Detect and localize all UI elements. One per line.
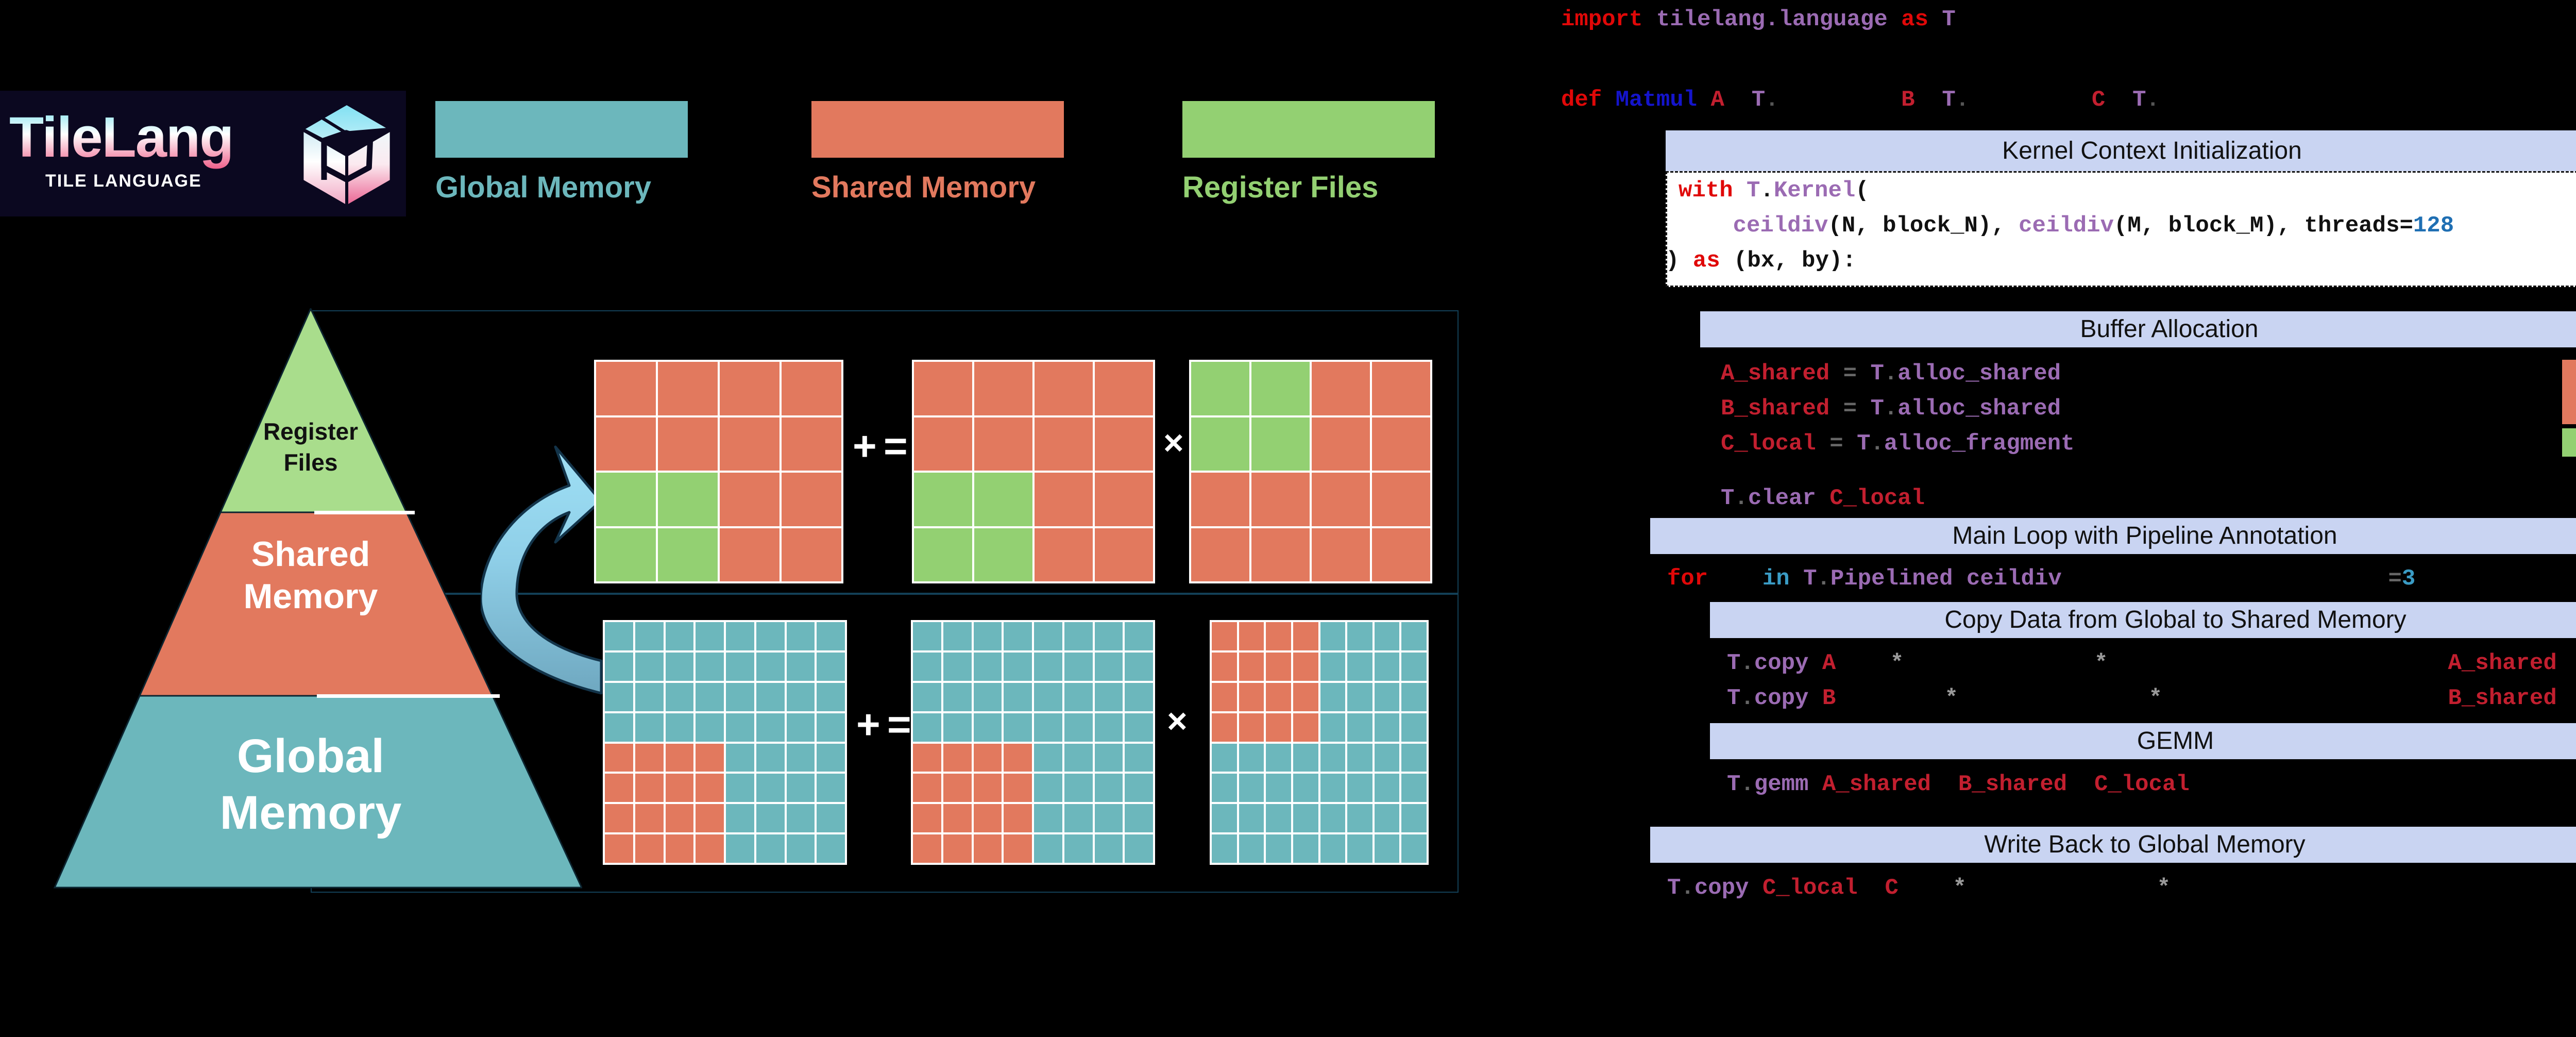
svg-text:Memory: Memory (220, 787, 402, 839)
svg-text:TILE LANGUAGE: TILE LANGUAGE (45, 171, 202, 191)
svg-text:Register: Register (263, 418, 358, 445)
svg-text:TileLang: TileLang (9, 106, 233, 169)
svg-text:Global: Global (237, 730, 384, 782)
svg-text:Shared: Shared (251, 534, 370, 574)
svg-text:Memory: Memory (244, 577, 378, 616)
svg-text:Files: Files (284, 449, 338, 476)
